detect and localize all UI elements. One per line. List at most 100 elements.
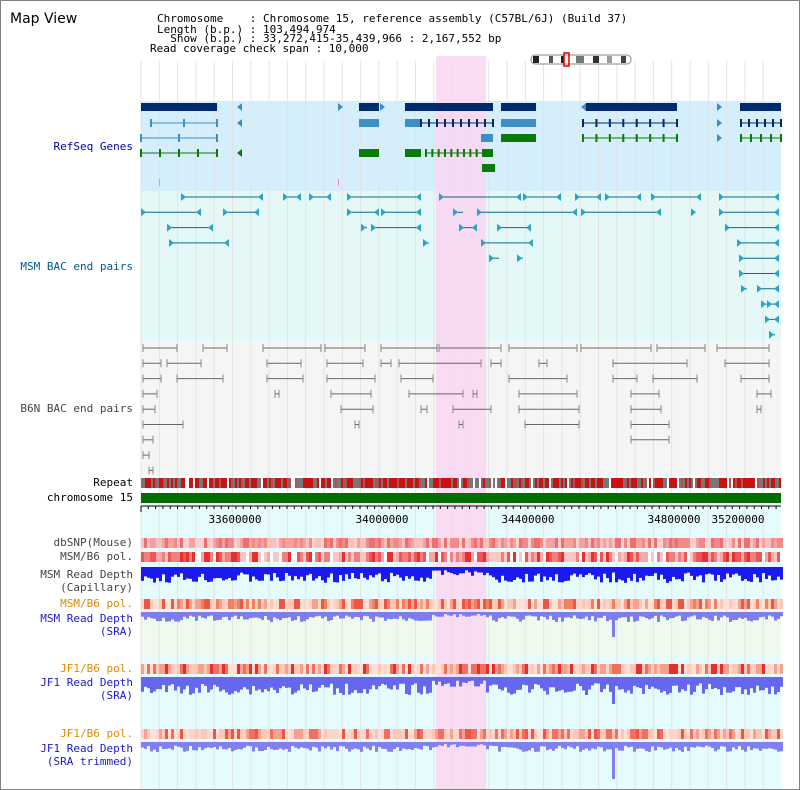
read-depth-bar	[603, 742, 606, 752]
heat-cell	[678, 599, 681, 609]
read-depth-bar	[540, 612, 543, 617]
heat-cell	[579, 599, 582, 609]
heat-cell	[729, 729, 732, 739]
heat-cell	[777, 538, 780, 548]
read-depth-bar	[642, 612, 645, 617]
refseq-exon	[740, 134, 742, 142]
heat-cell	[549, 552, 552, 562]
read-depth-bar	[453, 742, 456, 745]
heat-cell	[498, 538, 501, 548]
heat-cell	[666, 729, 669, 739]
heat-cell	[756, 599, 759, 609]
read-depth-bar	[333, 742, 336, 748]
heat-cell	[273, 599, 276, 609]
read-depth-bar	[585, 567, 588, 575]
read-depth-bar	[621, 742, 624, 751]
heat-cell	[303, 599, 306, 609]
heat-cell	[321, 538, 324, 548]
read-depth-bar	[294, 612, 297, 621]
heat-cell	[654, 599, 657, 609]
read-depth-bar	[744, 612, 747, 618]
heat-cell	[444, 599, 447, 609]
heat-cell	[735, 664, 738, 674]
read-depth-bar	[546, 567, 549, 581]
header-chromosome: Chromosome : Chromosome 15, reference as…	[157, 12, 628, 25]
heat-cell	[147, 599, 150, 609]
heat-cell	[381, 552, 384, 562]
read-depth-bar	[573, 677, 576, 691]
heat-cell	[480, 599, 483, 609]
strand-arrow	[572, 208, 577, 217]
heat-cell	[678, 538, 681, 548]
read-depth-bar	[690, 742, 693, 748]
heat-cell	[648, 664, 651, 674]
read-depth-bar	[642, 742, 645, 749]
heat-cell	[249, 599, 252, 609]
heat-cell	[321, 552, 324, 562]
heat-cell	[279, 664, 282, 674]
repeat-element	[327, 478, 329, 488]
read-depth-bar	[189, 612, 192, 616]
read-depth-bar	[555, 612, 558, 622]
read-depth-bar	[624, 677, 627, 693]
read-depth-bar	[258, 612, 261, 619]
heat-cell	[174, 538, 177, 548]
repeat-element	[649, 478, 651, 488]
heat-cell	[618, 599, 621, 609]
heat-cell	[660, 664, 663, 674]
heat-cell	[489, 664, 492, 674]
heat-cell	[633, 599, 636, 609]
heat-cell	[144, 552, 147, 562]
read-depth-bar	[699, 612, 702, 620]
heat-cell	[768, 729, 771, 739]
read-depth-bar	[354, 677, 357, 691]
read-depth-bar	[372, 567, 375, 578]
heat-cell	[294, 599, 297, 609]
heat-cell	[195, 664, 198, 674]
heat-cell	[456, 552, 459, 562]
read-depth-bar	[261, 612, 264, 620]
ideogram-band	[607, 56, 612, 63]
heat-cell	[462, 599, 465, 609]
heat-cell	[174, 729, 177, 739]
heat-cell	[459, 552, 462, 562]
read-depth-bar	[543, 677, 546, 691]
strand-arrow	[774, 208, 779, 217]
read-depth-bar	[432, 677, 435, 681]
read-depth-bar	[576, 612, 579, 619]
read-depth-bar	[510, 567, 513, 582]
read-depth-bar	[768, 612, 771, 616]
heat-cell	[612, 729, 615, 739]
read-depth-bar	[702, 742, 705, 748]
heat-cell	[603, 729, 606, 739]
heat-cell	[417, 552, 420, 562]
refseq-exon	[582, 119, 584, 127]
heat-cell	[327, 552, 330, 562]
track-label-b6n-bac[interactable]: B6N BAC end pairs	[20, 402, 133, 415]
read-depth-bar	[216, 677, 219, 687]
read-depth-bar	[156, 612, 159, 622]
repeat-element	[653, 478, 655, 488]
read-depth-bar	[501, 567, 504, 576]
repeat-element	[409, 478, 411, 488]
read-depth-bar	[429, 612, 432, 621]
track-label-refseq[interactable]: RefSeq Genes	[53, 140, 133, 153]
read-depth-bar	[201, 612, 204, 618]
track-label-msm-bac[interactable]: MSM BAC end pairs	[20, 260, 133, 273]
read-depth-bar	[342, 677, 345, 695]
read-depth-bar	[399, 567, 402, 578]
repeat-element	[367, 478, 369, 488]
repeat-element	[765, 478, 767, 488]
heat-cell	[621, 664, 624, 674]
heat-cell	[579, 538, 582, 548]
heat-cell	[159, 552, 162, 562]
repeat-element	[567, 478, 569, 488]
strand-arrow	[765, 315, 770, 324]
heat-cell	[486, 664, 489, 674]
heat-cell	[648, 538, 651, 548]
heat-cell	[339, 552, 342, 562]
heat-cell	[720, 599, 723, 609]
heat-cell	[294, 552, 297, 562]
repeat-element	[275, 478, 277, 488]
